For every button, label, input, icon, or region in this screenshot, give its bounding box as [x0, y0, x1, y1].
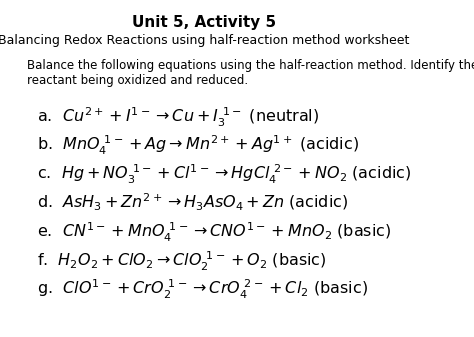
Text: c.  $Hg + NO_3^{\ 1-} + Cl^{1-} \rightarrow HgCl_4^{\ 2-} + NO_2$ (acidic): c. $Hg + NO_3^{\ 1-} + Cl^{1-} \rightarr…: [37, 163, 411, 186]
Text: f.  $H_2O_2 + ClO_2 \rightarrow ClO_2^{\ 1-} + O_2$ (basic): f. $H_2O_2 + ClO_2 \rightarrow ClO_2^{\ …: [37, 249, 327, 273]
Text: d.  $AsH_3 + Zn^{2+} \rightarrow H_3AsO_4 + Zn$ (acidic): d. $AsH_3 + Zn^{2+} \rightarrow H_3AsO_4…: [37, 192, 348, 213]
Text: Unit 5, Activity 5: Unit 5, Activity 5: [132, 15, 276, 30]
Text: b.  $MnO_4^{\ 1-} + Ag \rightarrow Mn^{2+} + Ag^{1+}$ (acidic): b. $MnO_4^{\ 1-} + Ag \rightarrow Mn^{2+…: [37, 134, 359, 157]
Text: a.  $Cu^{2+} + I^{1-} \rightarrow Cu + I_3^{\ 1-}$ (neutral): a. $Cu^{2+} + I^{1-} \rightarrow Cu + I_…: [37, 105, 319, 129]
Text: Balance the following equations using the half-reaction method. Identify the
rea: Balance the following equations using th…: [27, 59, 474, 87]
Text: Balancing Redox Reactions using half-reaction method worksheet: Balancing Redox Reactions using half-rea…: [0, 34, 410, 47]
Text: e.  $CN^{1-} + MnO_4^{\ 1-} \rightarrow CNO^{1-} + MnO_2$ (basic): e. $CN^{1-} + MnO_4^{\ 1-} \rightarrow C…: [37, 221, 392, 244]
Text: g.  $ClO^{1-} + CrO_2^{\ 1-} \rightarrow CrO_4^{\ 2-} + Cl_2$ (basic): g. $ClO^{1-} + CrO_2^{\ 1-} \rightarrow …: [37, 278, 368, 301]
